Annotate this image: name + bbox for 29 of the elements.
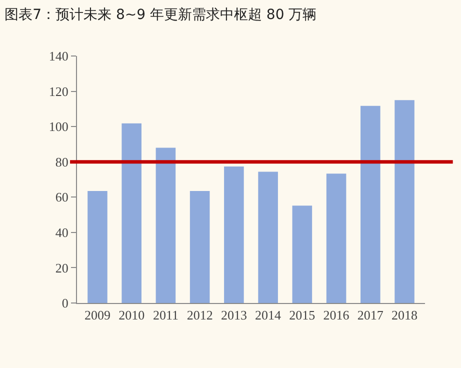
bar bbox=[326, 174, 346, 303]
x-tick-label: 2011 bbox=[152, 308, 178, 323]
y-tick-label: 140 bbox=[48, 48, 68, 64]
bar bbox=[394, 100, 414, 303]
bar bbox=[292, 206, 312, 303]
x-tick-label: 2013 bbox=[220, 308, 247, 323]
bar bbox=[258, 172, 278, 303]
chart-title: 图表7：预计未来 8~9 年更新需求中枢超 80 万辆 bbox=[4, 7, 317, 23]
y-tick-label: 100 bbox=[48, 119, 68, 134]
bar bbox=[156, 148, 176, 303]
x-tick-label: 2009 bbox=[84, 308, 110, 323]
y-tick-label: 20 bbox=[55, 260, 68, 276]
x-tick-label: 2014 bbox=[255, 308, 282, 323]
bar bbox=[224, 166, 244, 303]
y-tick-label: 60 bbox=[55, 190, 68, 205]
x-tick-label: 2015 bbox=[289, 308, 316, 323]
y-tick-label: 0 bbox=[62, 296, 68, 311]
y-tick-label: 80 bbox=[55, 154, 68, 170]
x-tick-label: 2010 bbox=[118, 308, 145, 323]
bar bbox=[360, 106, 380, 303]
y-tick-label: 120 bbox=[48, 84, 68, 99]
y-tick-label: 40 bbox=[55, 224, 68, 240]
bar bbox=[88, 190, 108, 303]
x-tick-label: 2016 bbox=[323, 308, 350, 323]
x-tick-label: 2017 bbox=[357, 308, 384, 323]
bar bbox=[122, 123, 142, 303]
x-tick-label: 2018 bbox=[392, 308, 418, 323]
x-tick-label: 2012 bbox=[186, 308, 213, 323]
bar bbox=[190, 190, 210, 303]
